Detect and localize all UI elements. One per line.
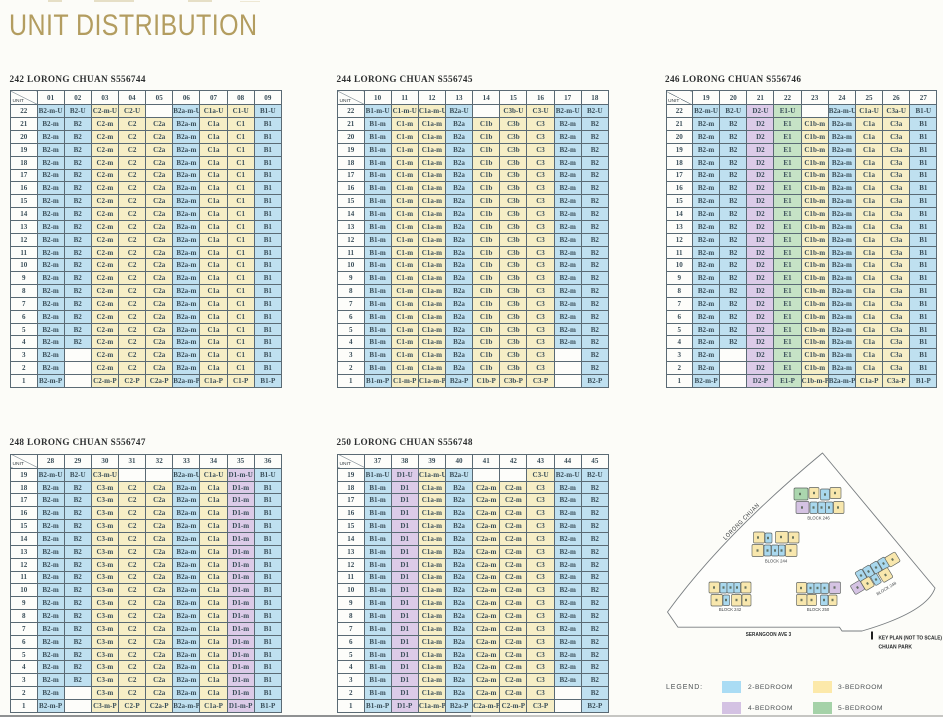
svg-text:CHUAN PARK: CHUAN PARK bbox=[879, 645, 913, 651]
svg-text:BLOCK 250: BLOCK 250 bbox=[807, 607, 830, 612]
svg-text:BLOCK 246: BLOCK 246 bbox=[807, 516, 830, 521]
svg-text:SERANGOON AVE 3: SERANGOON AVE 3 bbox=[746, 632, 792, 638]
svg-text:BLOCK 242: BLOCK 242 bbox=[719, 607, 742, 612]
svg-text:KEY PLAN (NOT TO SCALE): KEY PLAN (NOT TO SCALE) bbox=[879, 636, 943, 642]
svg-text:BLOCK 244: BLOCK 244 bbox=[765, 559, 788, 564]
